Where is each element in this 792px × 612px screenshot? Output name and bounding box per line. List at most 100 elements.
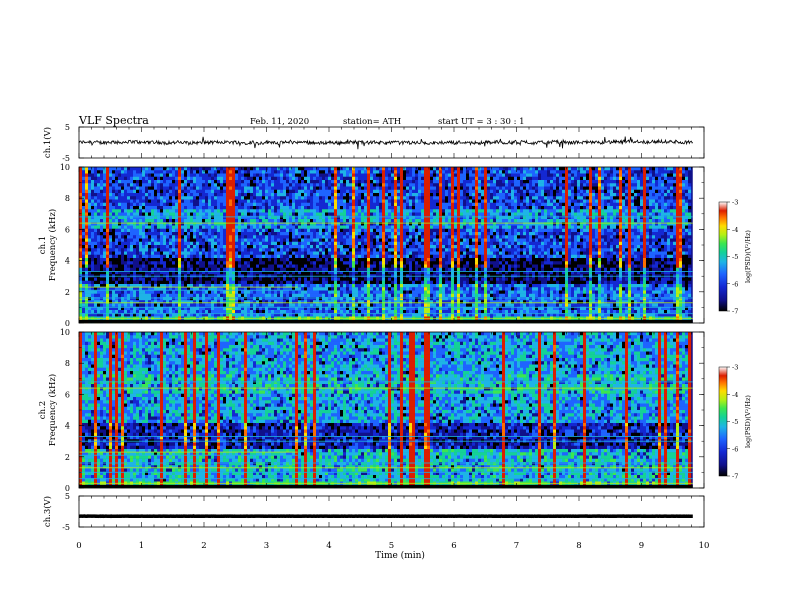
ch1-spectrogram-cell	[175, 183, 178, 186]
ch1-spectrogram-image	[79, 167, 693, 323]
ch1-spectrogram-cell	[670, 183, 673, 186]
ch1-spectrogram-cell	[241, 170, 244, 173]
ch1-spectrogram-cell	[361, 183, 364, 186]
ch1-spectrogram-cell	[277, 232, 280, 235]
ch1-spectrogram-cell	[352, 229, 355, 232]
ch1-spectrogram-cell	[367, 235, 370, 238]
ch1-spectrogram-cell	[517, 167, 520, 170]
ch1-spectrogram-cell	[232, 167, 235, 170]
ch1-spectrogram-cell	[127, 226, 130, 229]
ch1-spectrogram-cell	[235, 216, 238, 219]
ch1-spectrogram-cell	[568, 219, 571, 222]
ch1-spectrogram-cell	[196, 170, 199, 173]
ch1-spectrogram-cell	[145, 174, 148, 177]
ch1-spectrogram-cell	[484, 200, 487, 203]
ch1-spectrogram-cell	[82, 232, 85, 235]
ch1-spectrogram-cell	[427, 170, 430, 173]
ch1-spectrogram-cell	[553, 239, 556, 242]
ch1-spectrogram-cell	[310, 187, 313, 190]
ch1-spectrogram-cell	[469, 209, 472, 212]
ch1-spectrogram-cell	[271, 226, 274, 229]
ch1-spectrogram-cell	[160, 226, 163, 229]
ch1-spectrogram-cell	[613, 213, 616, 216]
ch1-spectrogram-cell	[508, 167, 511, 170]
ch1-spectrogram-cell	[214, 239, 217, 242]
ch1-spectrogram-cell	[484, 229, 487, 232]
ch1-spectrogram-cell	[571, 239, 574, 242]
ch1-spectrogram-cell	[583, 229, 586, 232]
ch1-spectrogram-cell	[637, 170, 640, 173]
ch1-spectrogram-cell	[220, 177, 223, 180]
ch1-spectrogram-cell	[280, 183, 283, 186]
ch1-spectrogram-cell	[475, 229, 478, 232]
ch1-spectrogram-cell	[676, 193, 679, 196]
ch1-spectrogram-cell	[517, 219, 520, 222]
ch1-spectrogram-cell	[622, 187, 625, 190]
ch1-spectrogram-cell	[115, 216, 118, 219]
ch1-spectrogram-cell	[190, 180, 193, 183]
ch1-spectrogram-cell	[352, 232, 355, 235]
ch1-spectrogram-cell	[352, 200, 355, 203]
ch1-spectrogram-cell	[430, 226, 433, 229]
ch1-spectrogram-cell	[499, 216, 502, 219]
ch1-spectrogram-cell	[541, 187, 544, 190]
ch1-spectrogram-cell	[685, 200, 688, 203]
ch1-spectrogram-cell	[319, 235, 322, 238]
ch1-spectrogram-cell	[403, 180, 406, 183]
ch1-spectrogram-cell	[175, 174, 178, 177]
ch1-spectrogram-cell	[553, 232, 556, 235]
ch1-spectrogram-cell	[271, 183, 274, 186]
ch1-spectrogram-cell	[343, 206, 346, 209]
ch1-spectrogram-cell	[310, 209, 313, 212]
ch1-spectrogram-cell	[532, 174, 535, 177]
ch1-spectrogram-cell	[160, 209, 163, 212]
ch1-spectrogram-cell	[217, 219, 220, 222]
ch1-spectrogram-cell	[205, 239, 208, 242]
ch1-spectrogram-cell	[454, 177, 457, 180]
ch1-spectrogram-cell	[544, 226, 547, 229]
ch1-spectrogram-cell	[571, 177, 574, 180]
ch1-spectrogram-cell	[463, 170, 466, 173]
ch1-spectrogram-cell	[565, 203, 568, 206]
ch1-spectrogram-cell	[454, 183, 457, 186]
ch1-spectrogram-cell	[580, 170, 583, 173]
ch1-spectrogram-cell	[124, 203, 127, 206]
ch1-spectrogram-cell	[184, 187, 187, 190]
ch1-spectrogram-cell	[238, 219, 241, 222]
ch1-spectrogram-cell	[457, 229, 460, 232]
ch1-spectrogram-cell	[394, 187, 397, 190]
ch1-spectrogram-cell	[598, 196, 601, 199]
ch1-spectrogram-cell	[88, 174, 91, 177]
ch1-spectrogram-cell	[478, 203, 481, 206]
ch1-spectrogram-cell	[271, 180, 274, 183]
ch1-spectrogram-cell	[598, 229, 601, 232]
ch1-spectrogram-cell	[667, 167, 670, 170]
ch1-spectrogram-cell	[358, 174, 361, 177]
ch1-spectrogram-cell	[439, 200, 442, 203]
ch1-spectrogram-cell	[628, 232, 631, 235]
ch1-spectrogram-cell	[343, 177, 346, 180]
ch1-spectrogram-cell	[406, 174, 409, 177]
ch1-spectrogram-cell	[523, 187, 526, 190]
ch1-spectrogram-cell	[565, 226, 568, 229]
ch1-spectrogram-cell	[616, 216, 619, 219]
ch1-spectrogram-cell	[277, 183, 280, 186]
ch1-spectrogram-cell	[571, 167, 574, 170]
ch1-spectrogram-cell	[406, 183, 409, 186]
ch1-spectrogram-cell	[79, 170, 82, 173]
ch1-spectrogram-cell	[685, 232, 688, 235]
ch1-spectrogram-cell	[178, 242, 181, 245]
ch1-spectrogram-cell	[220, 167, 223, 170]
ch1-spectrogram-cell	[385, 203, 388, 206]
ch1-spectrogram-cell	[535, 226, 538, 229]
ch1-spectrogram-cell	[187, 203, 190, 206]
ch1-spectrogram-cell	[577, 190, 580, 193]
ch1-spectrogram-cell	[139, 232, 142, 235]
ch1-spectrogram-cell	[370, 170, 373, 173]
ch1-spectrogram-cell	[292, 180, 295, 183]
ch1-spectrogram-cell	[322, 177, 325, 180]
ch1-spectrogram-cell	[664, 193, 667, 196]
ch1-spectrogram-cell	[652, 200, 655, 203]
ch1-spectrogram-cell	[511, 232, 514, 235]
ch1-spectrogram-cell	[643, 216, 646, 219]
